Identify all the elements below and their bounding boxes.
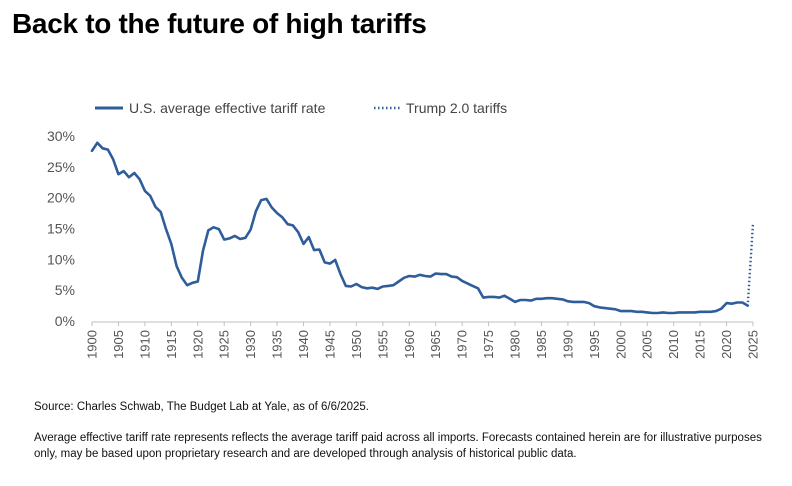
x-tick-label: 1985 <box>534 330 549 359</box>
x-tick-label: 1900 <box>85 330 100 359</box>
x-tick-label: 2000 <box>613 330 628 359</box>
x-axis: 1900 1905 1910 1915 1920 1925 1930 1935 1940 1945… <box>85 321 761 359</box>
series-layer <box>90 141 755 315</box>
x-tick-label: 1965 <box>428 330 443 359</box>
x-tick-label: 1940 <box>296 330 311 359</box>
x-tick-label: 1910 <box>137 330 152 359</box>
x-tick-label: 1905 <box>111 330 126 359</box>
x-tick-label: 1970 <box>455 330 470 359</box>
y-axis: 0% 5% 10% 15% 20% 25% 30% <box>47 128 75 329</box>
x-tick-label: 1915 <box>164 330 179 359</box>
x-tick-label: 1990 <box>560 330 575 359</box>
disclaimer-note: Average effective tariff rate represents… <box>34 432 762 460</box>
x-tick-label: 1995 <box>587 330 602 359</box>
x-tick-label: 1945 <box>322 330 337 359</box>
y-tick-label: 20% <box>47 190 75 206</box>
chart-legend: U.S. average effective tariff rate Trump… <box>95 100 507 116</box>
y-tick-label: 0% <box>55 313 75 329</box>
legend-label-trump-tariffs: Trump 2.0 tariffs <box>406 100 507 116</box>
y-tick-label: 5% <box>55 282 75 298</box>
x-tick-label: 2025 <box>746 330 761 359</box>
y-tick-label: 25% <box>47 159 75 175</box>
x-tick-label: 1950 <box>349 330 364 359</box>
x-tick-label: 1980 <box>508 330 523 359</box>
source-note: Source: Charles Schwab, The Budget Lab a… <box>34 401 369 413</box>
x-tick-label: 1935 <box>270 330 285 359</box>
series-line-trump-tariffs <box>746 223 755 307</box>
x-tick-label: 1960 <box>402 330 417 359</box>
x-tick-label: 2015 <box>693 330 708 359</box>
y-tick-label: 30% <box>47 128 75 144</box>
x-tick-label: 1925 <box>217 330 232 359</box>
y-tick-label: 10% <box>47 251 75 267</box>
x-tick-label: 2020 <box>719 330 734 359</box>
x-tick-label: 1955 <box>375 330 390 359</box>
x-tick-label: 1930 <box>243 330 258 359</box>
x-tick-label: 2005 <box>640 330 655 359</box>
y-tick-label: 15% <box>47 221 75 237</box>
legend-label-effective-rate: U.S. average effective tariff rate <box>129 100 326 116</box>
x-tick-label: 2010 <box>666 330 681 359</box>
x-tick-label: 1975 <box>481 330 496 359</box>
series-line-effective-rate <box>90 141 750 315</box>
x-tick-label: 1920 <box>190 330 205 359</box>
page-title: Back to the future of high tariffs <box>12 8 427 39</box>
